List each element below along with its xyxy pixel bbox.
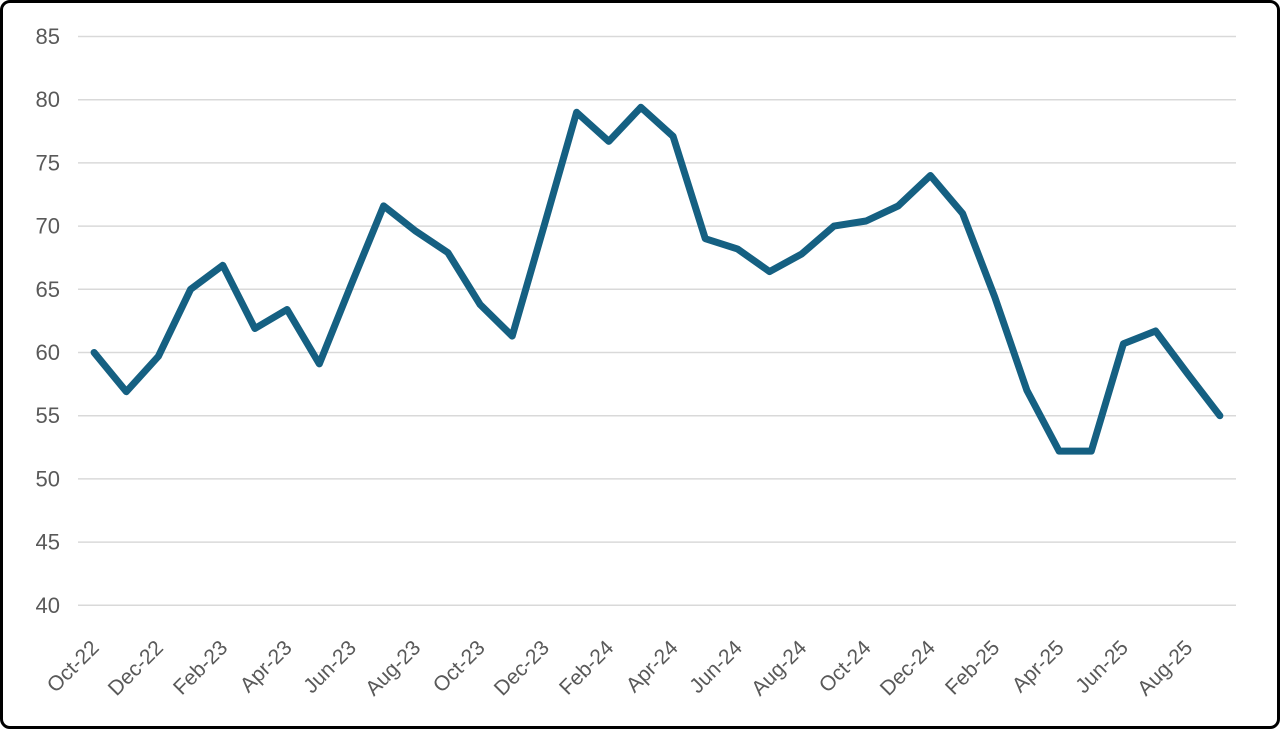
x-axis-tick-label: Aug-24 [747, 636, 811, 700]
y-axis-tick-label: 55 [36, 403, 60, 428]
x-axis-tick-label: Aug-23 [361, 636, 425, 700]
y-axis-tick-label: 50 [36, 466, 60, 491]
x-axis-tick-label: Feb-25 [941, 636, 1004, 699]
x-axis-tick-label: Feb-24 [555, 636, 619, 700]
x-axis-tick-label: Oct-23 [429, 636, 490, 697]
x-axis-tick-label: Oct-22 [43, 636, 104, 697]
x-axis-tick-label: Dec-24 [876, 636, 940, 700]
x-axis-tick-label: Jun-25 [1071, 636, 1133, 698]
x-axis-tick-label: Dec-22 [104, 636, 168, 700]
x-axis-tick-label: Feb-23 [169, 636, 232, 699]
x-axis-tick-label: Aug-25 [1133, 636, 1197, 700]
x-axis-tick-label: Apr-24 [622, 636, 683, 697]
y-axis-tick-label: 60 [36, 340, 60, 365]
x-axis-tick-label: Apr-25 [1008, 636, 1069, 697]
y-axis-tick-label: 40 [36, 593, 60, 618]
x-axis-tick-label: Jun-24 [685, 636, 747, 698]
x-axis-tick-label: Apr-23 [236, 636, 297, 697]
y-axis-tick-label: 45 [36, 530, 60, 555]
y-axis-tick-label: 85 [36, 24, 60, 49]
y-axis-tick-label: 80 [36, 87, 60, 112]
x-axis-tick-label: Jun-23 [299, 636, 361, 698]
x-axis-tick-label: Oct-24 [815, 636, 876, 697]
y-axis-tick-label: 65 [36, 277, 60, 302]
y-axis-tick-label: 70 [36, 214, 60, 239]
x-axis-tick-label: Dec-23 [490, 636, 554, 700]
y-axis-tick-label: 75 [36, 150, 60, 175]
data-line-series [90, 103, 1224, 455]
